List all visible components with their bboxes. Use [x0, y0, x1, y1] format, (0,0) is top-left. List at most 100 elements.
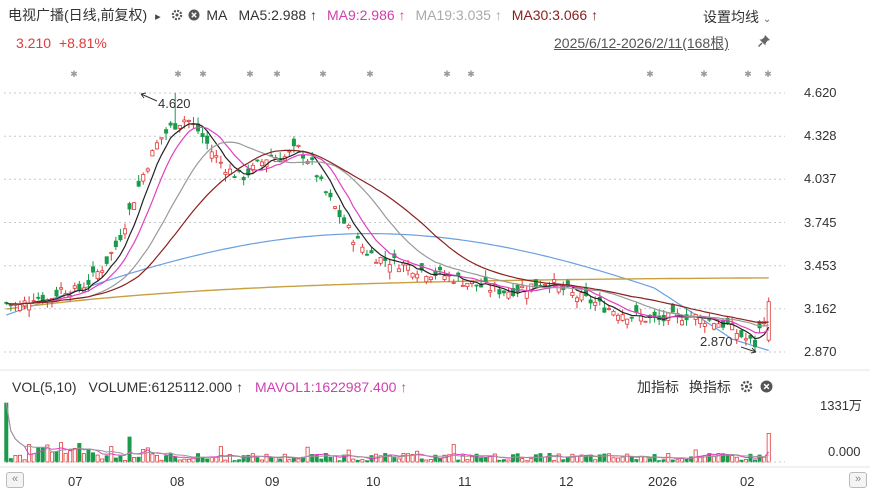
stock-name[interactable]: 电视广播(日线,前复权)	[8, 7, 148, 23]
candle-body	[702, 323, 707, 327]
volume-bar	[40, 447, 45, 463]
volume-bar	[113, 457, 118, 463]
ma9-line	[6, 126, 769, 334]
volume-axis-max: 1331万	[820, 398, 862, 413]
volume-bar	[200, 457, 205, 463]
candle-body	[31, 300, 36, 302]
candle-body	[406, 264, 411, 271]
volume-bar	[45, 444, 50, 463]
expand-arrow-icon[interactable]: ▸	[155, 11, 161, 23]
volume-bar	[616, 457, 621, 463]
volume-bar	[415, 450, 420, 463]
switch-indicator-button[interactable]: 换指标	[688, 379, 731, 395]
volume-bar	[401, 452, 406, 463]
candle-body	[109, 251, 114, 254]
volume-bar	[730, 455, 735, 463]
change-percent: +8.81%	[58, 35, 107, 51]
event-marker: ✱	[366, 70, 374, 80]
volume-bar	[661, 459, 666, 463]
candle-body	[606, 308, 611, 310]
volume-bar	[36, 447, 41, 463]
volume-bar	[625, 453, 630, 463]
price-axis-label: 3.162	[804, 300, 837, 316]
candle-body	[337, 210, 342, 218]
candle-body	[95, 271, 100, 280]
candle-body	[342, 217, 347, 224]
candle-body	[241, 177, 246, 181]
volume-bar	[205, 458, 210, 463]
candle-body	[593, 301, 598, 306]
indicator-gear-icon[interactable]	[740, 380, 753, 398]
event-marker: ✱	[199, 70, 207, 80]
candle-body	[753, 339, 758, 348]
candle-body	[355, 236, 360, 239]
annotations	[140, 92, 757, 354]
candle-body	[520, 285, 525, 289]
price-axis-label: 2.870	[804, 344, 837, 359]
candle-body	[730, 323, 735, 331]
candle-body	[159, 137, 164, 140]
volume-bar	[86, 448, 91, 463]
volume-bar	[383, 453, 388, 463]
candle-body	[332, 206, 337, 209]
volume-bar	[141, 449, 146, 463]
candle-body	[620, 314, 625, 321]
ma5-line	[6, 123, 770, 340]
scroll-right-button[interactable]: »	[849, 472, 867, 488]
volume-bar	[145, 447, 150, 463]
candle-body	[442, 275, 447, 280]
high-arrow	[140, 92, 158, 102]
volume-bar	[734, 456, 739, 463]
candle-body	[611, 310, 616, 316]
add-indicator-button[interactable]: 加指标	[637, 379, 679, 395]
scroll-left-button[interactable]: «	[6, 472, 24, 488]
volume-bar	[305, 446, 310, 463]
volume-bar	[319, 458, 324, 463]
candle-body	[136, 180, 141, 187]
volume-bar	[520, 458, 525, 463]
volume-bar	[469, 456, 474, 463]
candle-body	[255, 159, 260, 162]
volume-bar	[716, 453, 721, 463]
volume-bar	[154, 455, 159, 463]
volume-bar	[164, 455, 169, 463]
volume-bar	[474, 453, 479, 463]
volume-bar	[561, 459, 566, 463]
candle-body	[757, 321, 762, 329]
volume-bar	[574, 455, 579, 463]
candle-body	[602, 307, 607, 313]
date-range[interactable]: 2025/6/12-2026/2/11(168根)	[554, 35, 729, 51]
volume-bar	[652, 454, 657, 463]
close-circle-icon[interactable]	[188, 6, 200, 24]
ma-settings-button[interactable]: 设置均线 ⌄	[703, 8, 771, 29]
candle-body	[351, 241, 356, 245]
candle-body	[652, 311, 657, 319]
volume-header: VOL(5,10) VOLUME:6125112.000 ↑ MAVOL1:16…	[12, 378, 407, 396]
volume-bar	[150, 453, 155, 463]
candle-body	[766, 301, 771, 341]
volume-bar	[611, 457, 616, 463]
candle-body	[173, 123, 178, 130]
candle-body	[223, 172, 228, 175]
candle-body	[145, 168, 150, 172]
volume-bar	[602, 453, 607, 463]
candle-body	[287, 150, 292, 153]
date-axis-label: 08	[170, 474, 185, 489]
current-price: 3.210	[16, 35, 52, 51]
volume-bar	[132, 457, 137, 463]
ma30-line	[6, 149, 769, 324]
volume-bar	[63, 452, 68, 463]
volume-bar	[543, 456, 548, 463]
volume-bar	[748, 453, 753, 463]
gear-icon[interactable]	[171, 6, 183, 24]
volume-bar	[483, 457, 488, 463]
indicator-controls: 加指标 换指标	[637, 378, 731, 396]
pin-icon[interactable]	[757, 34, 771, 53]
indicator-close-icon[interactable]	[760, 380, 773, 398]
volume-bar	[72, 447, 77, 463]
volume-bar	[241, 455, 246, 463]
candle-body	[438, 266, 443, 271]
candle-body	[17, 303, 22, 311]
volume-axis-zero: 0.000	[828, 444, 861, 459]
